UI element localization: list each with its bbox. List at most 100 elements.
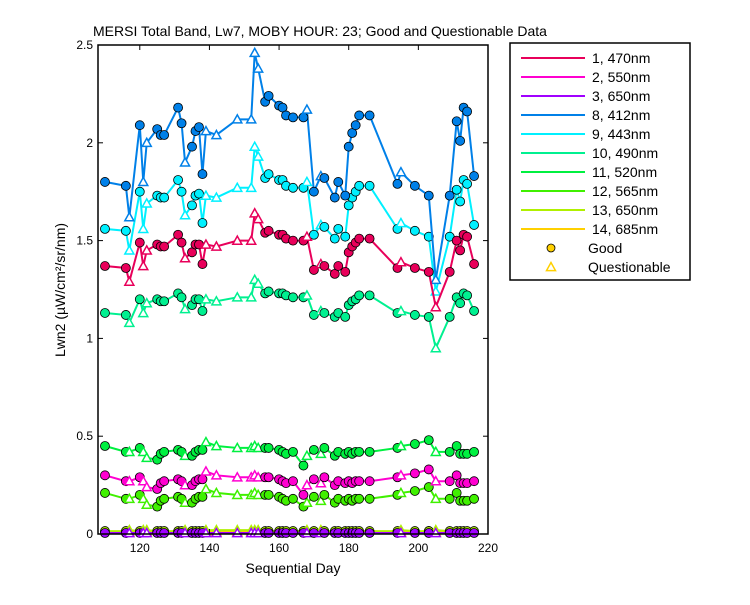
legend-label: 8, 412nm — [592, 107, 650, 123]
good-point — [364, 493, 375, 504]
good-point — [364, 110, 375, 121]
good-point — [263, 169, 274, 179]
good-point — [444, 190, 455, 201]
questionable-point — [429, 301, 442, 312]
y-tick-label: 2.5 — [76, 38, 93, 52]
legend-entry: Questionable — [545, 259, 671, 275]
good-point — [159, 493, 170, 504]
questionable-point — [137, 175, 150, 187]
good-point — [444, 493, 455, 504]
good-point — [197, 306, 208, 316]
series-2 — [100, 464, 479, 500]
good-point — [354, 528, 365, 538]
legend-entry: 12, 565nm — [521, 183, 658, 199]
good-point — [469, 220, 479, 230]
questionable-point — [123, 445, 136, 457]
good-point — [263, 528, 274, 538]
good-point — [329, 192, 340, 203]
legend-entry: Good — [546, 240, 622, 256]
good-point — [100, 223, 110, 234]
good-point — [176, 292, 187, 303]
good-point — [364, 446, 375, 457]
series-7 — [100, 435, 479, 471]
x-tick-label: 140 — [199, 541, 219, 555]
good-point — [100, 528, 110, 538]
good-point — [354, 290, 365, 301]
good-point — [469, 446, 479, 457]
x-tick-label: 200 — [408, 541, 428, 555]
questionable-point — [123, 244, 136, 255]
y-tick-label: 0.5 — [76, 429, 93, 443]
good-point — [159, 130, 170, 140]
legend-entry: 10, 490nm — [521, 145, 658, 161]
good-point — [134, 186, 145, 197]
questionable-point — [395, 469, 407, 480]
x-tick-label: 120 — [130, 541, 150, 555]
legend-entry: 14, 685nm — [521, 221, 658, 237]
good-point — [455, 245, 466, 256]
good-point — [263, 286, 274, 297]
chart-title: MERSI Total Band, Lw7, MOBY HOUR: 23; Go… — [93, 23, 547, 39]
legend-entry: 8, 412nm — [521, 107, 650, 123]
questionable-point — [231, 488, 244, 500]
legend-label: 3, 650nm — [592, 88, 650, 104]
y-tick-label: 0 — [86, 527, 93, 541]
questionable-point — [245, 234, 257, 245]
y-tick-label: 1.5 — [76, 234, 93, 248]
questionable-point — [123, 275, 136, 287]
axes: 120 140 160 180 200 220 0 0.5 1 1.5 2 2.5 — [76, 38, 498, 555]
good-point — [120, 225, 131, 236]
good-point — [451, 235, 462, 246]
good-point — [319, 261, 330, 271]
y-tick-label: 2 — [86, 136, 93, 150]
questionable-point — [231, 291, 244, 302]
questionable-point — [301, 175, 313, 187]
questionable-point — [248, 207, 261, 218]
good-point — [263, 90, 274, 101]
good-point — [319, 173, 330, 183]
good-point — [120, 310, 131, 320]
questionable-point — [395, 256, 407, 267]
questionable-point — [248, 46, 261, 58]
questionable-point — [210, 486, 223, 498]
x-tick-label: 180 — [339, 541, 359, 555]
good-point — [462, 106, 473, 117]
questionable-point — [231, 181, 244, 193]
questionable-point — [231, 471, 244, 482]
good-point — [423, 190, 434, 201]
good-point — [409, 225, 420, 236]
questionable-point — [137, 492, 150, 504]
questionable-point — [252, 150, 264, 161]
good-point — [409, 486, 420, 496]
good-point — [263, 225, 274, 236]
good-point — [194, 122, 204, 133]
good-point — [462, 178, 473, 189]
good-point — [354, 110, 365, 121]
good-point — [451, 184, 462, 195]
good-point — [159, 446, 170, 457]
good-point — [100, 441, 110, 451]
questionable-point — [395, 166, 407, 177]
good-point — [173, 102, 183, 113]
questionable-point — [210, 439, 223, 451]
legend-entry: 11, 520nm — [521, 164, 657, 180]
good-point — [263, 443, 274, 453]
questionable-point — [137, 445, 150, 457]
questionable-point — [179, 303, 191, 314]
questionable-point — [231, 234, 244, 245]
good-point — [329, 233, 340, 244]
good-point — [100, 177, 110, 187]
good-point — [100, 261, 110, 271]
series-5 — [100, 140, 479, 296]
good-point — [134, 237, 145, 248]
good-point — [197, 474, 208, 485]
questionable-point — [200, 465, 212, 476]
questionable-point — [123, 211, 136, 222]
questionable-point — [301, 479, 313, 490]
good-point — [197, 491, 208, 502]
series-4 — [100, 46, 479, 285]
good-point — [364, 233, 375, 244]
good-point — [288, 182, 298, 193]
good-point — [298, 112, 309, 123]
axes-frame — [97, 44, 489, 535]
